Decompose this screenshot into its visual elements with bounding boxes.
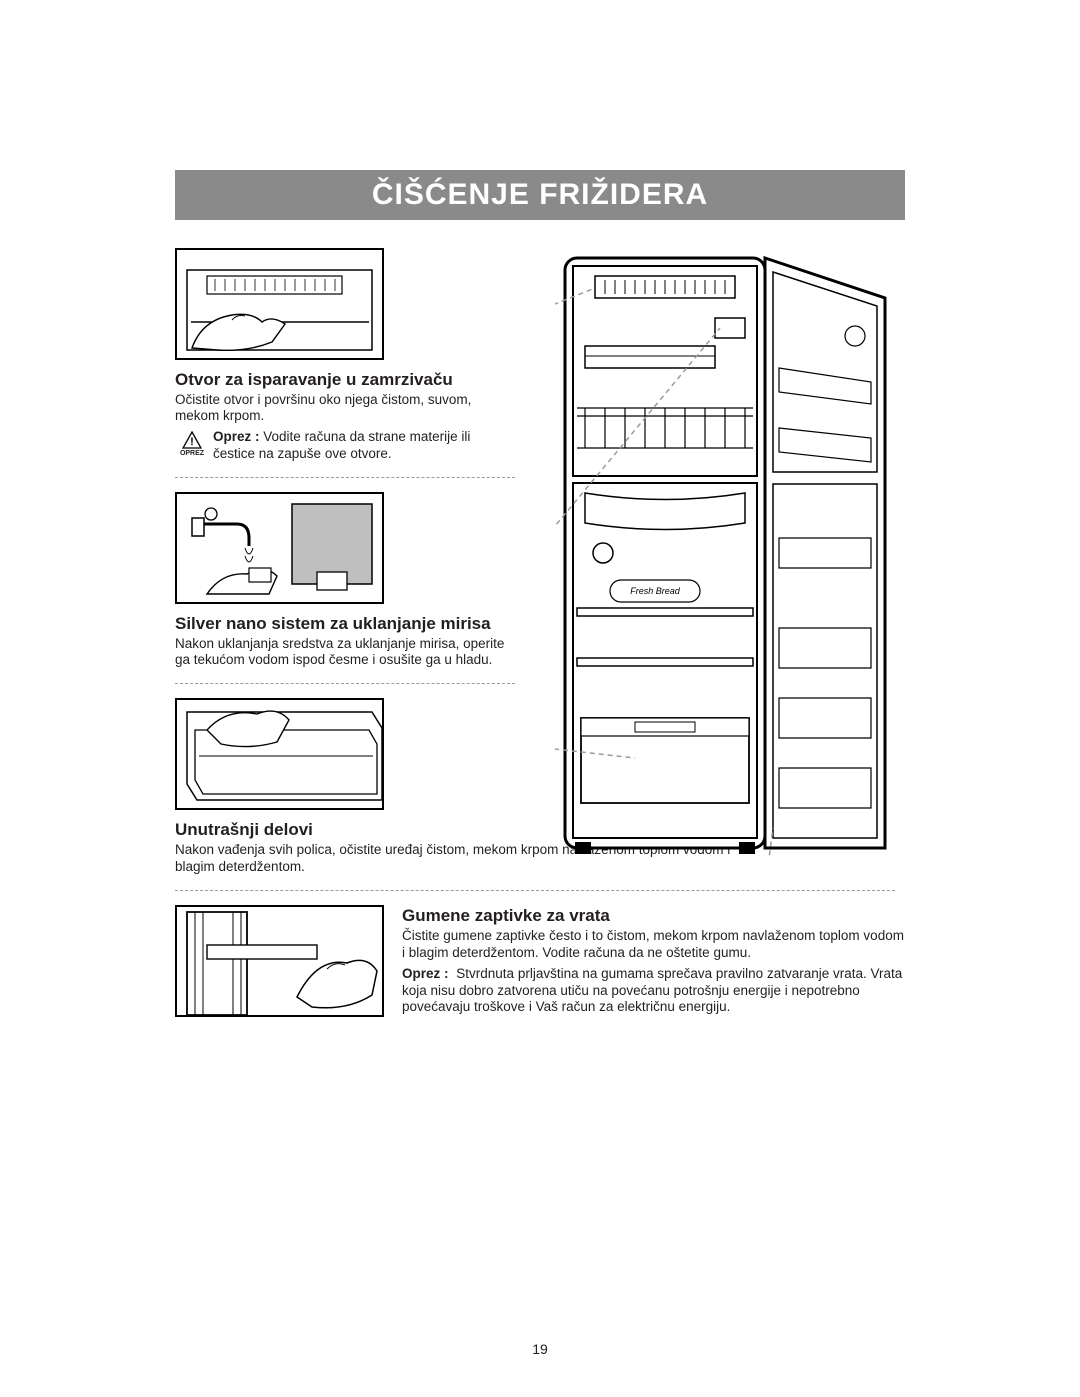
- fridge-diagram: Fresh Bread: [555, 248, 905, 858]
- body-deodorizer: Nakon uklanjanja sredstva za uklanjanje …: [175, 636, 510, 670]
- caution-evap-vent: Oprez : ! OPREZ Vodite računa da strane …: [175, 429, 510, 463]
- svg-text:!: !: [190, 436, 194, 448]
- fresh-bread-label: Fresh Bread: [630, 586, 681, 596]
- divider: [175, 683, 515, 684]
- page-content: Fresh Bread: [175, 248, 905, 1020]
- illus-deodorizer: [175, 492, 384, 604]
- page-number: 19: [0, 1341, 1080, 1357]
- illus-evap-vent: [175, 248, 384, 360]
- caution-icon: ! OPREZ: [175, 431, 209, 459]
- illus-interior: [175, 698, 384, 810]
- heading-gaskets: Gumene zaptivke za vrata: [402, 905, 905, 926]
- section-evap-vent: Otvor za isparavanje u zamrzivaču Očisti…: [175, 248, 510, 463]
- body-evap-vent: Očistite otvor i površinu oko njega čist…: [175, 392, 510, 426]
- heading-interior: Unutrašnji delovi: [175, 820, 510, 840]
- left-column: Otvor za isparavanje u zamrzivaču Očisti…: [175, 248, 510, 840]
- divider: [175, 477, 515, 478]
- divider-wide: [175, 890, 895, 891]
- heading-deodorizer: Silver nano sistem za uklanjanje mirisa: [175, 614, 510, 634]
- manual-page: ČIŠĆENJE FRIŽIDERA: [0, 0, 1080, 1397]
- section-interior: Unutrašnji delovi: [175, 698, 510, 840]
- heading-evap-vent: Otvor za isparavanje u zamrzivaču: [175, 370, 510, 390]
- section-gaskets: Gumene zaptivke za vrata Čistite gumene …: [175, 905, 905, 1021]
- section-banner: ČIŠĆENJE FRIŽIDERA: [175, 170, 905, 220]
- body-gaskets: Čistite gumene zaptivke često i to čisto…: [402, 928, 905, 962]
- caution-gaskets: Oprez : Stvrdnuta prljavština na gumama …: [402, 966, 905, 1017]
- section-deodorizer: Silver nano sistem za uklanjanje mirisa …: [175, 492, 510, 669]
- illus-gaskets: [175, 905, 384, 1017]
